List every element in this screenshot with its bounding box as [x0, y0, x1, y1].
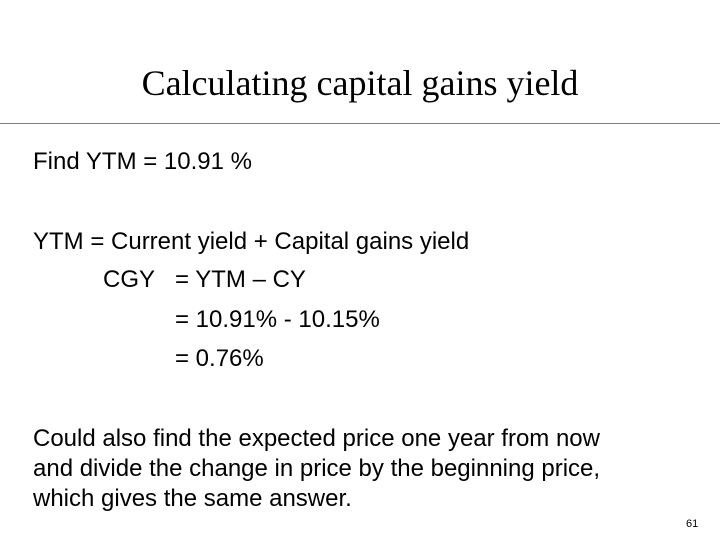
- cgy-label: CGY: [103, 266, 156, 293]
- cgy-equation-1: = YTM – CY: [175, 266, 306, 293]
- ytm-equation-line: YTM = Current yield + Capital gains yiel…: [33, 228, 470, 255]
- paragraph-line: Could also find the expected price one y…: [33, 425, 600, 452]
- paragraph-line: and divide the change in price by the be…: [33, 455, 601, 482]
- cgy-equation-2: = 10.91% - 10.15%: [175, 306, 380, 333]
- page-number: 61: [686, 518, 699, 530]
- find-ytm-line: Find YTM = 10.91 %: [33, 148, 252, 175]
- slide-title: Calculating capital gains yield: [141, 63, 579, 103]
- paragraph-line: which gives the same answer.: [33, 485, 352, 512]
- explanation-paragraph: Could also find the expected price one y…: [33, 424, 713, 514]
- cgy-equation-3: = 0.76%: [175, 345, 264, 372]
- title-divider: [0, 123, 720, 124]
